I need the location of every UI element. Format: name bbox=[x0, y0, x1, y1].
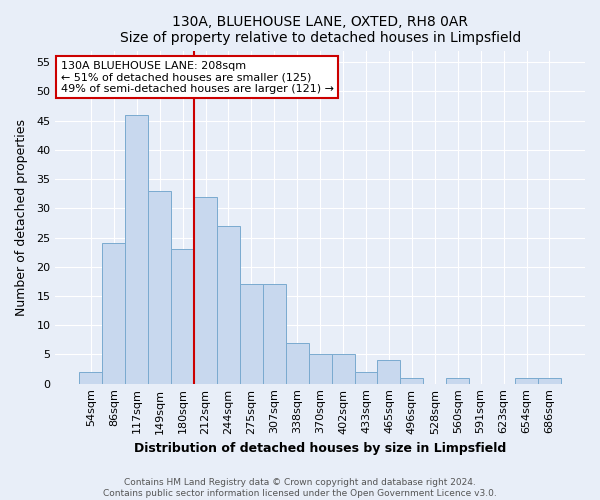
Bar bbox=[332, 354, 355, 384]
Bar bbox=[400, 378, 424, 384]
Bar bbox=[263, 284, 286, 384]
Bar bbox=[308, 354, 332, 384]
Bar bbox=[217, 226, 240, 384]
Bar bbox=[148, 191, 171, 384]
Bar bbox=[125, 115, 148, 384]
Text: 130A BLUEHOUSE LANE: 208sqm
← 51% of detached houses are smaller (125)
49% of se: 130A BLUEHOUSE LANE: 208sqm ← 51% of det… bbox=[61, 60, 334, 94]
Bar bbox=[286, 343, 308, 384]
Bar bbox=[194, 196, 217, 384]
Bar bbox=[103, 244, 125, 384]
Bar bbox=[446, 378, 469, 384]
Bar bbox=[515, 378, 538, 384]
Text: Contains HM Land Registry data © Crown copyright and database right 2024.
Contai: Contains HM Land Registry data © Crown c… bbox=[103, 478, 497, 498]
Bar bbox=[538, 378, 561, 384]
Bar bbox=[171, 250, 194, 384]
Bar bbox=[240, 284, 263, 384]
Y-axis label: Number of detached properties: Number of detached properties bbox=[15, 118, 28, 316]
Bar bbox=[79, 372, 103, 384]
X-axis label: Distribution of detached houses by size in Limpsfield: Distribution of detached houses by size … bbox=[134, 442, 506, 455]
Bar bbox=[355, 372, 377, 384]
Title: 130A, BLUEHOUSE LANE, OXTED, RH8 0AR
Size of property relative to detached house: 130A, BLUEHOUSE LANE, OXTED, RH8 0AR Siz… bbox=[119, 15, 521, 45]
Bar bbox=[377, 360, 400, 384]
